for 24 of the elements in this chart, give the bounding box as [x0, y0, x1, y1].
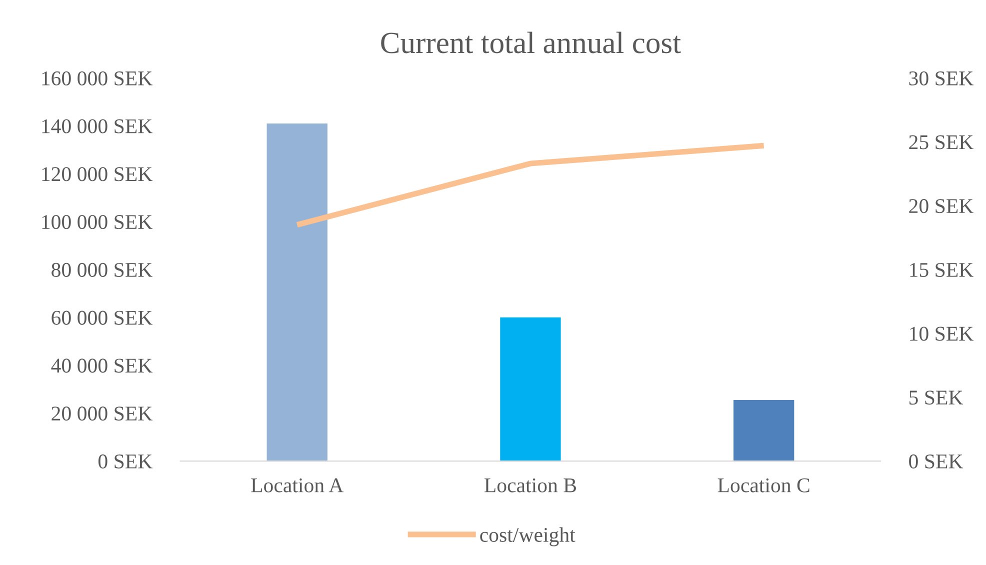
x-tick-label: Location A	[251, 478, 344, 492]
y-tick-label: 80 000 SEK	[52, 262, 152, 277]
y2-tick-label: 30 SEK	[909, 71, 974, 86]
y-tick-label: 140 000 SEK	[42, 119, 152, 134]
y-tick-label: 0 SEK	[98, 454, 152, 468]
y2-tick-label: 20 SEK	[909, 199, 974, 214]
bar	[733, 400, 794, 462]
y-tick-label: 100 000 SEK	[42, 214, 152, 230]
bar	[266, 123, 328, 462]
chart-title: Current total annual cost	[381, 32, 681, 54]
bar	[500, 317, 561, 462]
y-tick-label: 60 000 SEK	[52, 310, 152, 325]
y-tick-label: 120 000 SEK	[42, 167, 152, 182]
y-tick-label: 160 000 SEK	[42, 71, 152, 86]
y2-tick-label: 0 SEK	[909, 454, 964, 468]
y2-tick-label: 25 SEK	[909, 135, 974, 150]
y2-tick-label: 5 SEK	[909, 390, 964, 405]
y2-tick-label: 10 SEK	[910, 326, 974, 341]
y-tick-label: 20 000 SEK	[52, 406, 152, 421]
x-tick-label: Location B	[484, 478, 576, 492]
y2-tick-label: 15 SEK	[910, 262, 974, 277]
y-tick-label: 40 000 SEK	[51, 358, 152, 373]
x-tick-label: Location C	[718, 478, 810, 492]
legend-label: cost/weight	[480, 527, 576, 546]
